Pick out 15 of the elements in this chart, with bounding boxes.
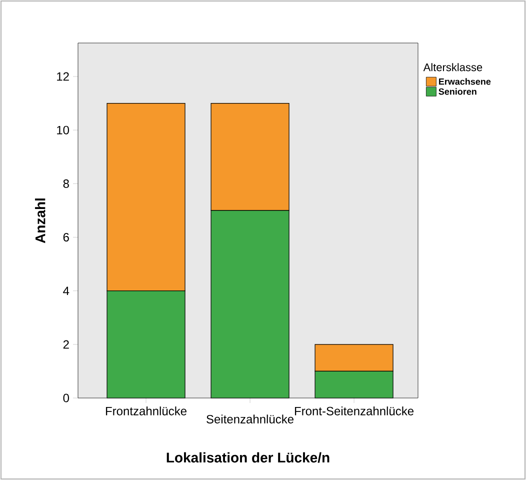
y-tick-label: 6 bbox=[63, 233, 69, 242]
y-tick-label: 0 bbox=[63, 394, 70, 402]
legend-label: Erwachsene bbox=[439, 78, 491, 85]
y-tick-label: 8 bbox=[63, 179, 69, 188]
x-tick-label: Frontzahnlücke bbox=[106, 406, 186, 416]
x-tick-label: Seitenzahnlücke bbox=[206, 414, 294, 424]
y-axis-title: Anzahl bbox=[35, 198, 46, 244]
x-axis-title: Lokalisation der Lücke/n bbox=[166, 452, 330, 463]
x-tick-label: Front-Seitenzahnlücke bbox=[294, 406, 414, 416]
y-tick-label: 10 bbox=[57, 126, 70, 134]
y-tick-label: 12 bbox=[57, 72, 69, 81]
y-tick-label: 2 bbox=[63, 340, 69, 349]
y-tick-label: 4 bbox=[63, 286, 70, 295]
legend-label: Senioren bbox=[438, 88, 476, 95]
legend-title: Altersklasse bbox=[423, 63, 482, 72]
